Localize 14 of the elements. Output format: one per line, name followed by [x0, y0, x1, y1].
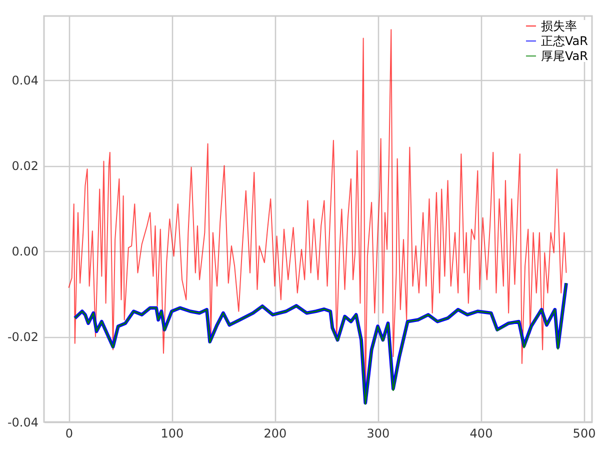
- x-tick-label: 500: [572, 426, 596, 440]
- x-tick-label: 200: [264, 426, 287, 440]
- legend-label: 损失率: [541, 19, 577, 33]
- y-tick-label: 0.02: [12, 159, 38, 174]
- y-tick-label: -0.04: [7, 416, 38, 430]
- x-tick-label: 300: [366, 426, 390, 440]
- x-tick-label: 100: [160, 426, 184, 440]
- legend-label: 正态VaR: [541, 34, 588, 48]
- legend-label: 厚尾VaR: [541, 49, 588, 63]
- x-tick-label: 400: [470, 426, 493, 440]
- y-tick-label: -0.02: [7, 330, 38, 344]
- x-tick-label: 0: [65, 426, 74, 440]
- y-tick-label: 0.04: [12, 74, 38, 88]
- y-tick-label: 0.00: [12, 244, 38, 259]
